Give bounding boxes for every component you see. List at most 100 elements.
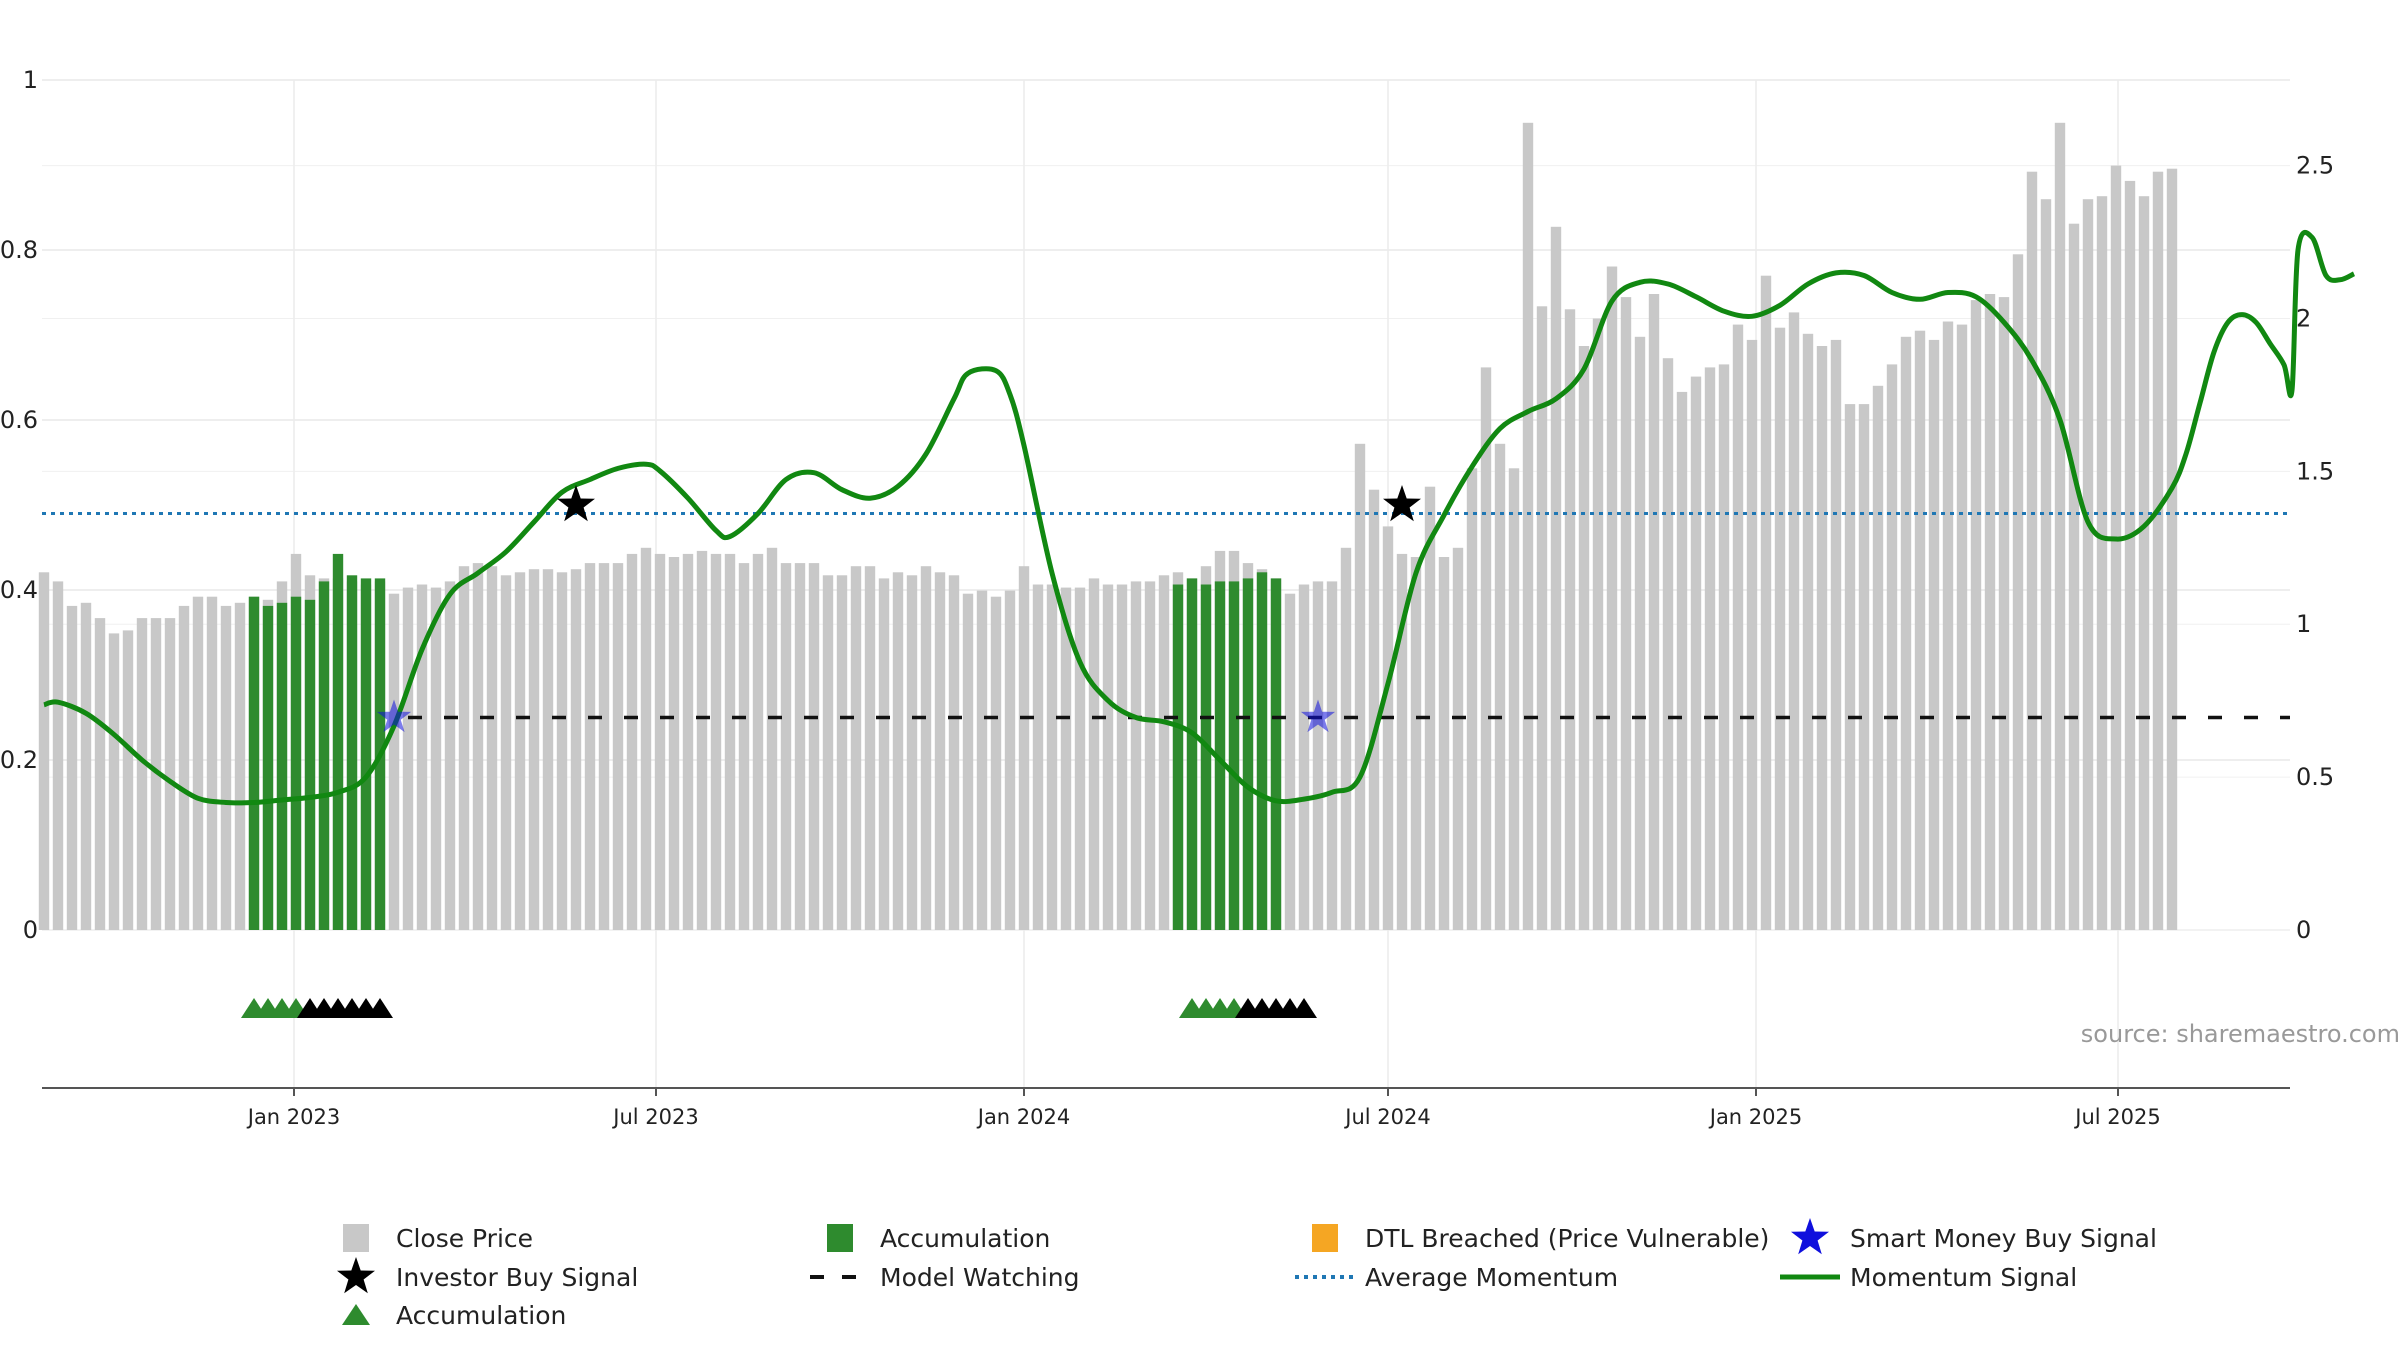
close-price-bar xyxy=(1620,297,1632,931)
close-price-bar xyxy=(1060,587,1072,930)
close-price-bar xyxy=(542,569,554,930)
close-price-bar xyxy=(1774,327,1786,930)
close-price-bar xyxy=(1914,330,1926,930)
close-price-bar xyxy=(178,605,190,930)
legend: Close Price Accumulation DTL Breached (Pri… xyxy=(337,1218,2157,1330)
close-price-bar xyxy=(1522,122,1534,931)
close-price-bar xyxy=(1536,306,1548,930)
accumulation-bar xyxy=(1172,584,1184,930)
close-price-bar xyxy=(388,593,400,930)
legend-label: Investor Buy Signal xyxy=(396,1263,638,1292)
source-label: source: sharemaestro.com xyxy=(2081,1020,2400,1048)
close-price-bar xyxy=(220,605,232,930)
close-price-bar xyxy=(1032,584,1044,930)
close-price-bar xyxy=(416,584,428,930)
close-price-bar xyxy=(514,572,526,930)
close-price-bar xyxy=(1452,547,1464,930)
close-price-bar xyxy=(626,553,638,930)
close-price-bar xyxy=(920,566,932,930)
close-price-bar xyxy=(1900,336,1912,930)
close-price-bar xyxy=(1088,578,1100,930)
close-price-bar xyxy=(1844,404,1856,931)
close-price-bar xyxy=(486,566,498,930)
accumulation-bar xyxy=(332,553,344,930)
close-price-bar xyxy=(1144,581,1156,930)
legend-blue-star-icon xyxy=(1791,1218,1829,1255)
left-tick-label: 0.6 xyxy=(0,406,38,434)
close-price-bar xyxy=(1368,489,1380,930)
legend-item: Momentum Signal xyxy=(1780,1263,2077,1292)
close-price-bar xyxy=(430,587,442,930)
close-price-bar xyxy=(234,602,246,930)
close-price-bar xyxy=(38,572,50,930)
left-tick-label: 1 xyxy=(23,66,38,94)
close-price-bar xyxy=(990,596,1002,930)
close-price-bar xyxy=(1606,266,1618,930)
close-price-bar xyxy=(1410,557,1422,930)
close-price-bar xyxy=(1298,584,1310,930)
close-price-bar xyxy=(1998,297,2010,931)
legend-label: Accumulation xyxy=(396,1301,566,1330)
close-price-bar xyxy=(1396,553,1408,930)
close-price-bar xyxy=(1886,364,1898,930)
close-price-bar xyxy=(1746,339,1758,930)
close-price-bar xyxy=(1130,581,1142,930)
legend-label: Close Price xyxy=(396,1224,533,1253)
close-price-bar xyxy=(1634,336,1646,930)
right-tick-label: 0 xyxy=(2296,916,2311,944)
close-price-bar xyxy=(1970,300,1982,931)
close-price-bar xyxy=(1578,346,1590,930)
close-price-bar xyxy=(2152,171,2164,930)
legend-label: Smart Money Buy Signal xyxy=(1850,1224,2157,1253)
x-tick-label: Jul 2023 xyxy=(611,1105,698,1129)
close-price-bar xyxy=(1480,367,1492,930)
legend-label: Average Momentum xyxy=(1365,1263,1618,1292)
close-price-bar xyxy=(556,572,568,930)
accumulation-bar xyxy=(1242,578,1254,930)
close-price-bar xyxy=(2054,122,2066,931)
accumulation-bar xyxy=(1200,584,1212,930)
accumulation-bar xyxy=(346,575,358,930)
close-price-bar xyxy=(1704,367,1716,930)
smart-money-buy-signal-star xyxy=(1300,699,1336,733)
close-price-bar xyxy=(472,563,484,930)
momentum-signal-line xyxy=(43,229,2356,806)
close-price-bar xyxy=(1676,391,1688,930)
close-price-bar xyxy=(2026,171,2038,930)
legend-label: DTL Breached (Price Vulnerable) xyxy=(1365,1224,1769,1253)
close-price-bar xyxy=(570,569,582,930)
left-tick-label: 0.2 xyxy=(0,746,38,774)
close-price-bar xyxy=(1158,575,1170,930)
legend-item: Accumulation xyxy=(342,1301,566,1330)
close-price-bar xyxy=(1984,294,1996,930)
close-price-bar xyxy=(2068,223,2080,930)
close-price-bar xyxy=(1074,587,1086,930)
legend-label: Model Watching xyxy=(880,1263,1080,1292)
x-tick-label: Jan 2023 xyxy=(246,1105,341,1129)
close-price-bar xyxy=(1004,590,1016,930)
close-price-bar xyxy=(1942,321,1954,930)
close-price-bar xyxy=(192,596,204,930)
close-price-bar xyxy=(1690,376,1702,931)
close-price-bar xyxy=(1326,581,1338,930)
close-price-bar xyxy=(528,569,540,930)
accumulation-bar xyxy=(290,596,302,930)
close-price-bar xyxy=(2040,199,2052,930)
close-price-bar xyxy=(948,575,960,930)
investor-buy-signal-star xyxy=(1383,485,1421,522)
close-price-bar xyxy=(122,630,134,930)
axes: 0 0.2 0.4 0.6 0.8 1 0 0.5 1 1.5 2 2.5 Jan 2023 Jul 20… xyxy=(0,66,2334,1129)
close-price-bar xyxy=(2138,196,2150,930)
accumulation-bar xyxy=(318,581,330,930)
right-tick-label: 1.5 xyxy=(2296,457,2334,485)
legend-item: Investor Buy Signal xyxy=(337,1257,638,1294)
left-tick-label: 0.4 xyxy=(0,576,38,604)
close-price-bar xyxy=(962,593,974,930)
close-price-bar xyxy=(458,566,470,930)
accumulation-bar xyxy=(1228,581,1240,930)
close-price-bar xyxy=(836,575,848,930)
close-price-bar xyxy=(1284,593,1296,930)
accumulation-bars xyxy=(248,553,1282,930)
legend-item: DTL Breached (Price Vulnerable) xyxy=(1312,1224,1769,1253)
accumulation-bar xyxy=(1270,578,1282,930)
